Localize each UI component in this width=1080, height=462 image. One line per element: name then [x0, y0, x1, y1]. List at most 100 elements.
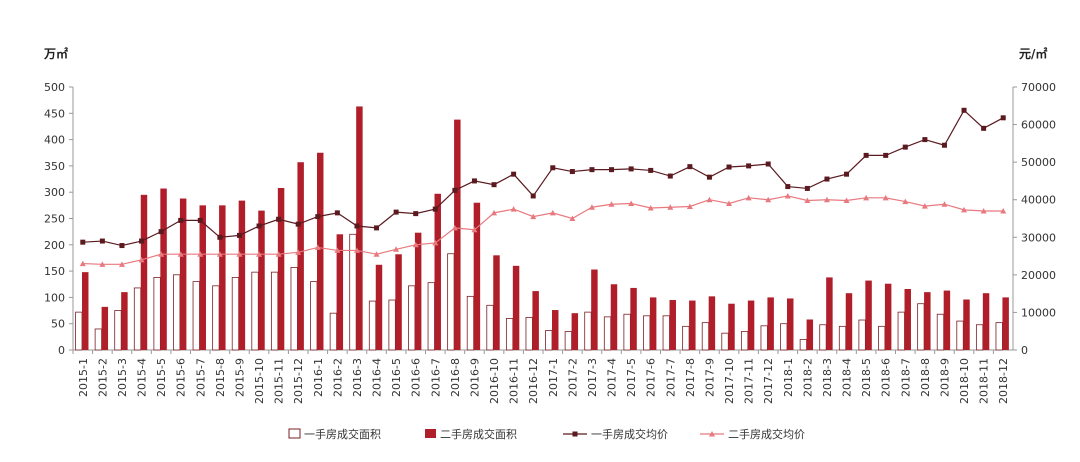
bar-resale-area	[434, 193, 441, 350]
x-tick-label: 2016-8	[449, 358, 462, 397]
point-resale-price	[980, 207, 987, 214]
bar-resale-area	[591, 269, 598, 350]
right-tick-label: 50000	[1021, 156, 1056, 169]
bar-new-home-area	[231, 277, 240, 351]
bar-new-home-area	[447, 253, 455, 351]
point-new-home-price	[295, 221, 301, 227]
x-tick-label: 2017-4	[606, 358, 619, 397]
point-resale-price	[530, 213, 537, 220]
bar-resale-area	[219, 205, 226, 350]
point-new-home-price	[941, 142, 947, 148]
left-axis-unit: 万㎡	[43, 46, 68, 61]
point-resale-price	[177, 251, 184, 257]
point-resale-price	[549, 209, 556, 216]
x-tick-label: 2018-3	[821, 358, 834, 397]
bar-new-home-area	[701, 322, 710, 351]
point-new-home-price	[883, 152, 889, 158]
bar-new-home-area	[780, 323, 788, 351]
point-resale-price	[765, 196, 772, 203]
bar-new-home-area	[486, 304, 494, 351]
bar-resale-area	[512, 265, 520, 350]
bar-resale-area	[552, 310, 559, 350]
x-tick-label: 2016-10	[488, 358, 501, 404]
bar-resale-area	[493, 255, 500, 350]
left-tick-label: 50	[51, 318, 65, 331]
x-tick-label: 2018-8	[919, 358, 932, 397]
point-new-home-price	[432, 206, 438, 212]
bar-new-home-area	[525, 316, 533, 351]
bar-new-home-area	[192, 281, 200, 351]
x-tick-label: 2017-7	[664, 358, 677, 397]
point-resale-price	[706, 196, 713, 203]
bar-resale-area	[101, 306, 109, 350]
point-resale-price	[393, 246, 400, 252]
x-tick-label: 2016-6	[410, 358, 423, 397]
bar-new-home-area	[173, 274, 181, 351]
point-new-home-price	[374, 225, 380, 231]
point-new-home-price	[609, 167, 615, 173]
x-tick-label: 2018-9	[938, 358, 951, 397]
right-tick-label: 70000	[1021, 81, 1056, 94]
bar-new-home-area	[897, 311, 905, 351]
x-tick-label: 2018-2	[801, 358, 814, 397]
line-resale-price	[82, 195, 1004, 265]
x-tick-label: 2016-3	[351, 358, 364, 397]
bar-new-home-area	[545, 330, 553, 351]
point-new-home-price	[687, 164, 693, 170]
right-axis-unit: 元/㎡	[1019, 46, 1047, 61]
point-resale-price	[353, 247, 360, 253]
bar-resale-area	[336, 234, 344, 350]
point-new-home-price	[158, 229, 164, 235]
bar-new-home-area	[858, 319, 866, 351]
point-new-home-price	[236, 232, 242, 238]
bar-new-home-area	[623, 313, 631, 351]
point-new-home-price	[765, 161, 771, 167]
line-new-home-price	[82, 109, 1004, 247]
x-tick-label: 2018-7	[899, 358, 912, 397]
bar-resale-area	[571, 313, 579, 350]
bar-new-home-area	[838, 325, 847, 351]
point-resale-price	[569, 215, 576, 221]
bar-resale-area	[454, 119, 461, 350]
point-resale-price	[608, 201, 615, 207]
bar-resale-area	[258, 210, 265, 350]
x-tick-label: 2018-6	[880, 358, 893, 397]
point-resale-price	[961, 206, 968, 213]
legend-marker-new-home-price	[572, 431, 578, 437]
left-tick-label: 400	[44, 134, 65, 147]
point-new-home-price	[550, 165, 556, 171]
left-tick-label: 200	[44, 239, 65, 252]
bar-new-home-area	[114, 310, 122, 351]
x-tick-label: 2015-5	[155, 358, 168, 397]
left-tick-label: 300	[44, 186, 65, 199]
point-resale-price	[158, 251, 165, 257]
bar-resale-area	[826, 277, 833, 350]
point-new-home-price	[354, 223, 360, 229]
bar-new-home-area	[740, 331, 749, 351]
point-resale-price	[921, 203, 928, 209]
point-resale-price	[373, 251, 380, 257]
bar-resale-area	[787, 298, 794, 350]
x-tick-label: 2015-8	[214, 358, 227, 397]
bar-new-home-area	[760, 325, 768, 351]
x-tick-label: 2015-4	[136, 358, 149, 397]
point-resale-price	[726, 200, 733, 206]
point-new-home-price	[139, 238, 145, 244]
x-tick-label: 2017-1	[547, 358, 560, 397]
x-tick-label: 2016-7	[429, 358, 442, 397]
point-resale-price	[275, 251, 282, 257]
point-new-home-price	[197, 217, 203, 223]
x-tick-label: 2015-7	[194, 358, 207, 397]
bar-new-home-area	[408, 285, 416, 351]
bar-new-home-area	[682, 325, 690, 351]
bar-resale-area	[297, 162, 304, 350]
bar-resale-area	[845, 293, 853, 350]
left-tick-label: 0	[58, 344, 65, 357]
point-new-home-price	[276, 216, 282, 222]
bar-new-home-area	[975, 324, 984, 351]
x-tick-label: 2015-1	[77, 358, 90, 397]
bar-resale-area	[689, 300, 696, 350]
bar-new-home-area	[917, 303, 925, 351]
x-tick-label: 2017-8	[684, 358, 697, 397]
bar-new-home-area	[878, 325, 886, 351]
